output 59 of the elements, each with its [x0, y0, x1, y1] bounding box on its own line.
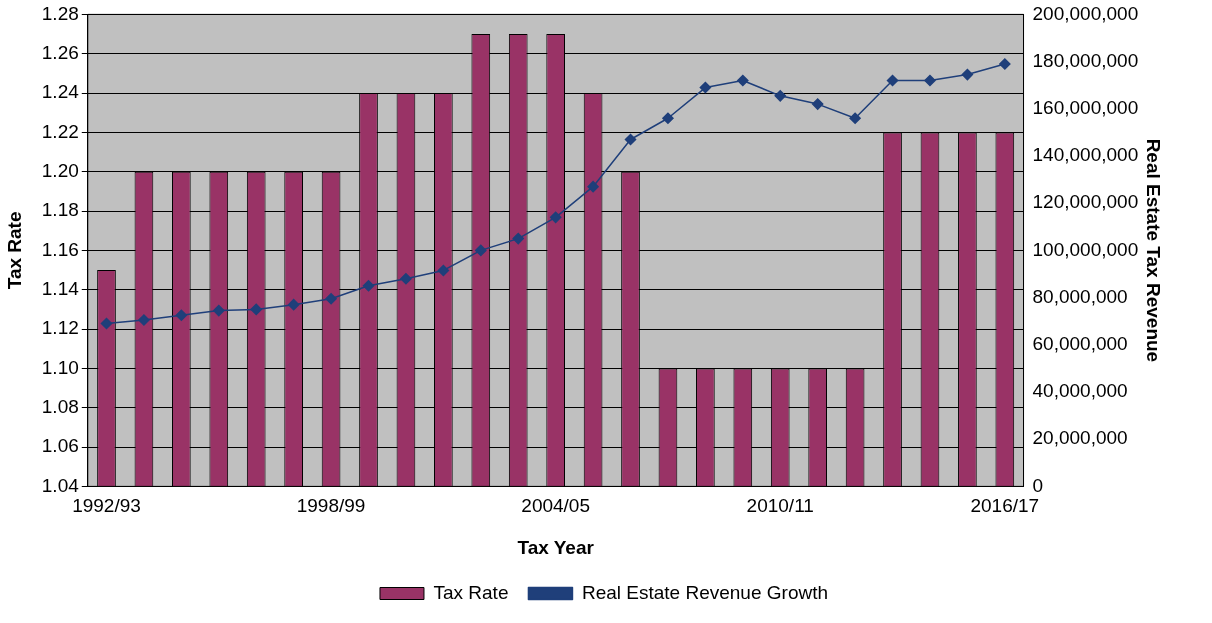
- y2-tick-label: 0: [1032, 474, 1044, 496]
- y2-tick-label: 180,000,000: [1032, 49, 1139, 71]
- point: [849, 112, 861, 124]
- legend-label: Tax Rate: [433, 581, 509, 603]
- y-tick-label: 1.10: [41, 356, 79, 378]
- x-tick-label: 2004/05: [521, 495, 590, 517]
- y2-tick-label: 60,000,000: [1032, 333, 1128, 355]
- point: [811, 98, 824, 110]
- y-axis-title: Tax Rate: [3, 211, 25, 290]
- x-tick-label: 1998/99: [296, 495, 366, 517]
- point: [512, 232, 524, 245]
- y2-tick-label: 40,000,000: [1032, 380, 1128, 402]
- point: [400, 272, 412, 285]
- y-tick-label: 1.28: [41, 2, 79, 24]
- y2-tick-label: 160,000,000: [1032, 97, 1139, 119]
- point: [999, 58, 1011, 70]
- point: [662, 112, 674, 124]
- y-tick-label: 1.14: [41, 277, 80, 299]
- point: [138, 314, 150, 326]
- point: [175, 309, 188, 322]
- point: [924, 74, 936, 87]
- point: [250, 303, 262, 316]
- point: [362, 280, 375, 292]
- point: [437, 264, 450, 277]
- x-tick-label: 2016/17: [970, 495, 1040, 517]
- y-tick-label: 1.22: [41, 120, 79, 142]
- y2-tick-label: 80,000,000: [1032, 285, 1128, 307]
- point: [624, 133, 637, 146]
- point: [475, 244, 487, 257]
- point: [774, 90, 786, 102]
- y-tick-label: 1.18: [41, 199, 79, 221]
- point: [287, 298, 300, 311]
- y2-tick-label: 200,000,000: [1032, 2, 1139, 24]
- y2-tick-label: 120,000,000: [1032, 191, 1139, 213]
- y-tick-label: 1.26: [41, 41, 79, 63]
- y2-axis-title: Real Estate Tax Revenue: [1143, 138, 1165, 363]
- x-tick-label: 1992/93: [72, 495, 141, 517]
- y2-tick-label: 20,000,000: [1032, 427, 1128, 449]
- legend-label: Real Estate Revenue Growth: [581, 581, 829, 603]
- y-tick-label: 1.16: [41, 238, 79, 260]
- y-tick-label: 1.20: [41, 159, 79, 181]
- point: [587, 180, 599, 193]
- x-axis-title: Tax Year: [517, 536, 595, 558]
- y2-tick-label: 140,000,000: [1032, 144, 1139, 166]
- point: [737, 74, 749, 87]
- y-tick-label: 1.04: [41, 474, 80, 496]
- point: [325, 293, 337, 305]
- y-tick-label: 1.24: [41, 81, 80, 103]
- point: [699, 81, 712, 94]
- point: [213, 304, 225, 317]
- y2-tick-label: 100,000,000: [1032, 238, 1139, 260]
- y-tick-label: 1.12: [41, 317, 79, 339]
- y-tick-label: 1.06: [41, 435, 79, 457]
- point: [886, 74, 899, 87]
- point: [961, 68, 974, 81]
- point: [549, 211, 562, 224]
- x-tick-label: 2010/11: [746, 495, 814, 517]
- point: [100, 317, 113, 330]
- y-tick-label: 1.08: [41, 395, 79, 417]
